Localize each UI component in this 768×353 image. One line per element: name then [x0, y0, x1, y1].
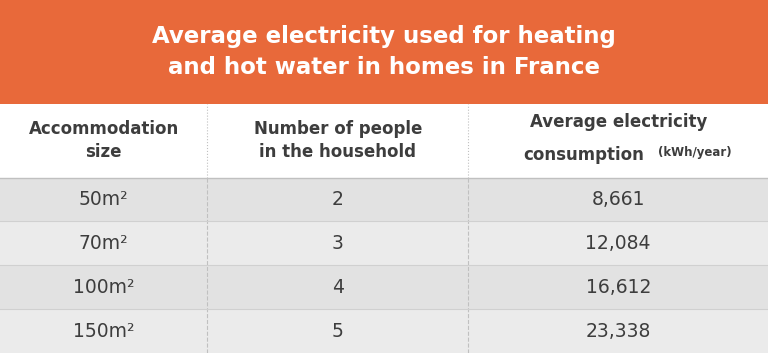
Bar: [0, 221, 768, 265]
Text: 3: 3: [332, 234, 344, 253]
Bar: [0, 265, 768, 309]
Text: 150m²: 150m²: [73, 322, 134, 341]
Text: 70m²: 70m²: [79, 234, 128, 253]
Text: 50m²: 50m²: [79, 190, 128, 209]
Text: Average electricity: Average electricity: [530, 113, 707, 131]
Text: 23,338: 23,338: [585, 322, 651, 341]
Text: 2: 2: [332, 190, 344, 209]
Text: 16,612: 16,612: [585, 278, 651, 297]
Text: 5: 5: [332, 322, 344, 341]
Text: consumption: consumption: [523, 145, 644, 163]
Text: 8,661: 8,661: [591, 190, 645, 209]
Text: 100m²: 100m²: [73, 278, 134, 297]
Text: 4: 4: [332, 278, 344, 297]
Text: (kWh/year): (kWh/year): [658, 146, 732, 159]
Text: Number of people
in the household: Number of people in the household: [253, 120, 422, 161]
Text: Average electricity used for heating
and hot water in homes in France: Average electricity used for heating and…: [152, 25, 616, 79]
Text: Accommodation
size: Accommodation size: [28, 120, 179, 161]
Text: 12,084: 12,084: [585, 234, 651, 253]
Bar: [0, 104, 768, 178]
Bar: [0, 309, 768, 353]
Bar: [0, 178, 768, 221]
